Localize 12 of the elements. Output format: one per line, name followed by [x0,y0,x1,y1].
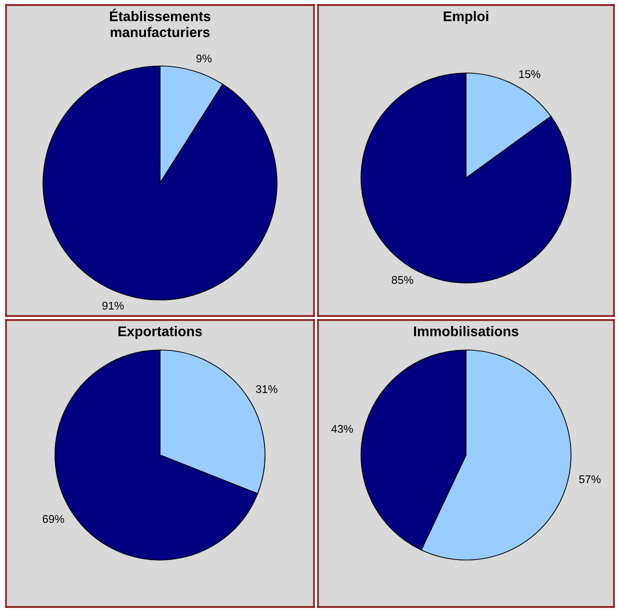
data-label: 85% [392,276,414,284]
chart-title: Établissements manufacturiers [110,8,210,38]
data-label: 43% [331,424,353,433]
chart-title: Emploi [444,11,488,24]
data-label: 91% [102,302,124,310]
data-label: 57% [579,475,601,484]
data-label: 15% [519,70,540,78]
data-label: 31% [256,385,278,394]
data-label: 69% [42,515,64,523]
chart-title: Exportations [118,326,202,339]
chart-title: Immobilisations [414,326,518,336]
data-label: 9% [196,54,212,62]
